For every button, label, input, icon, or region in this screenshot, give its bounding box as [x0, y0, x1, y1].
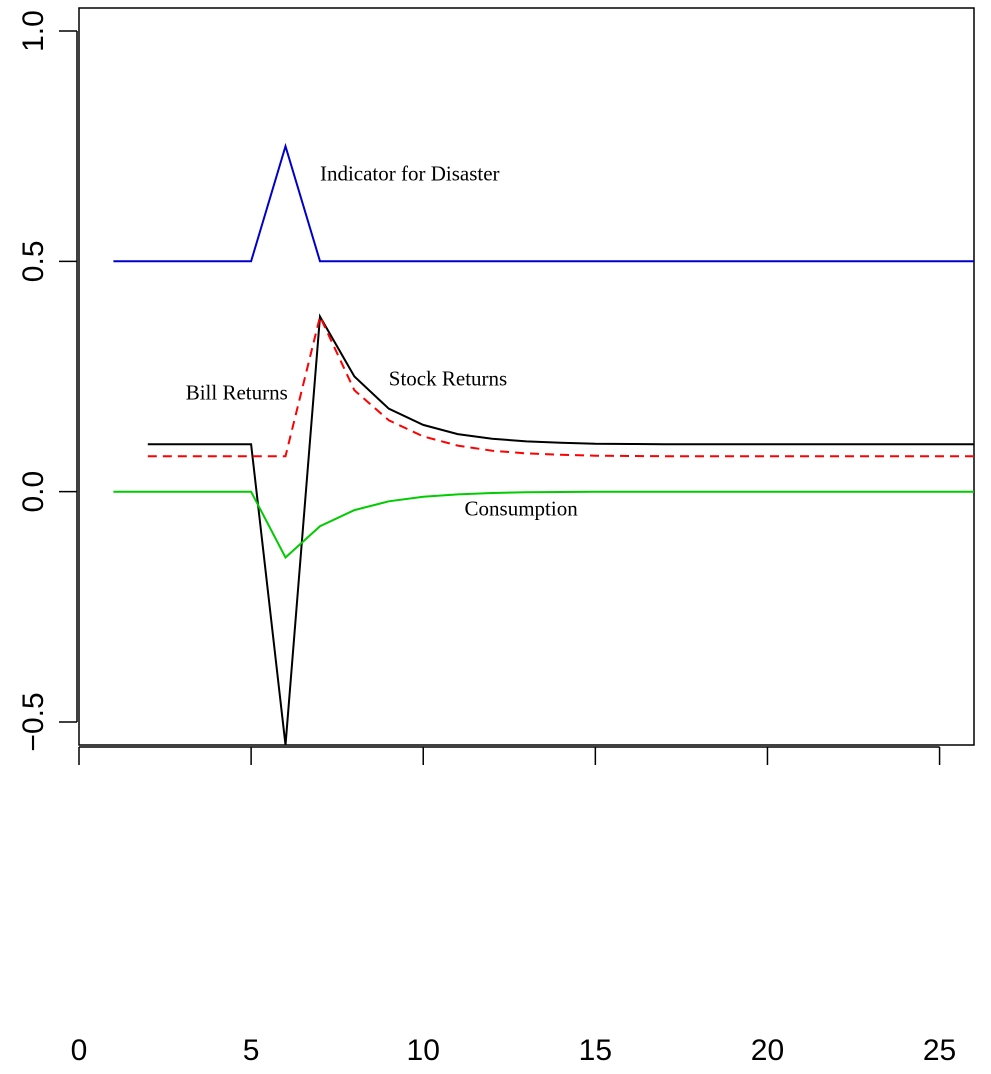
- series-line-disaster: [113, 142, 974, 263]
- series-layer: [113, 142, 974, 746]
- x-tick-label: 25: [923, 1034, 956, 1067]
- x-tick-label: 0: [71, 1034, 88, 1067]
- x-tick-label: 20: [751, 1034, 784, 1067]
- annotation-bill: Bill Returns: [186, 381, 288, 405]
- x-axis: 0 5 10 15 20 25: [71, 746, 956, 1067]
- y-axis: −0.5 0.0 0.5 1.0: [17, 10, 78, 752]
- y-tick-label: 1.0: [17, 10, 50, 52]
- annotation-disaster: Indicator for Disaster: [320, 162, 500, 186]
- series-line-stock: [147, 313, 974, 746]
- annotation-consumption: Consumption: [465, 497, 579, 521]
- x-tick-label: 15: [579, 1034, 612, 1067]
- annotation-layer: Indicator for Disaster Stock Returns Bill …: [186, 162, 579, 521]
- y-tick-label: 0.0: [17, 471, 50, 513]
- x-tick-label: 10: [407, 1034, 440, 1067]
- y-tick-label: −0.5: [17, 692, 50, 751]
- y-tick-label: 0.5: [17, 240, 50, 282]
- series-line-consumption: [113, 490, 974, 560]
- x-tick-label: 5: [243, 1034, 260, 1067]
- annotation-stock: Stock Returns: [389, 367, 507, 391]
- plot-frame: [78, 7, 975, 746]
- series-line-bill: [147, 313, 974, 458]
